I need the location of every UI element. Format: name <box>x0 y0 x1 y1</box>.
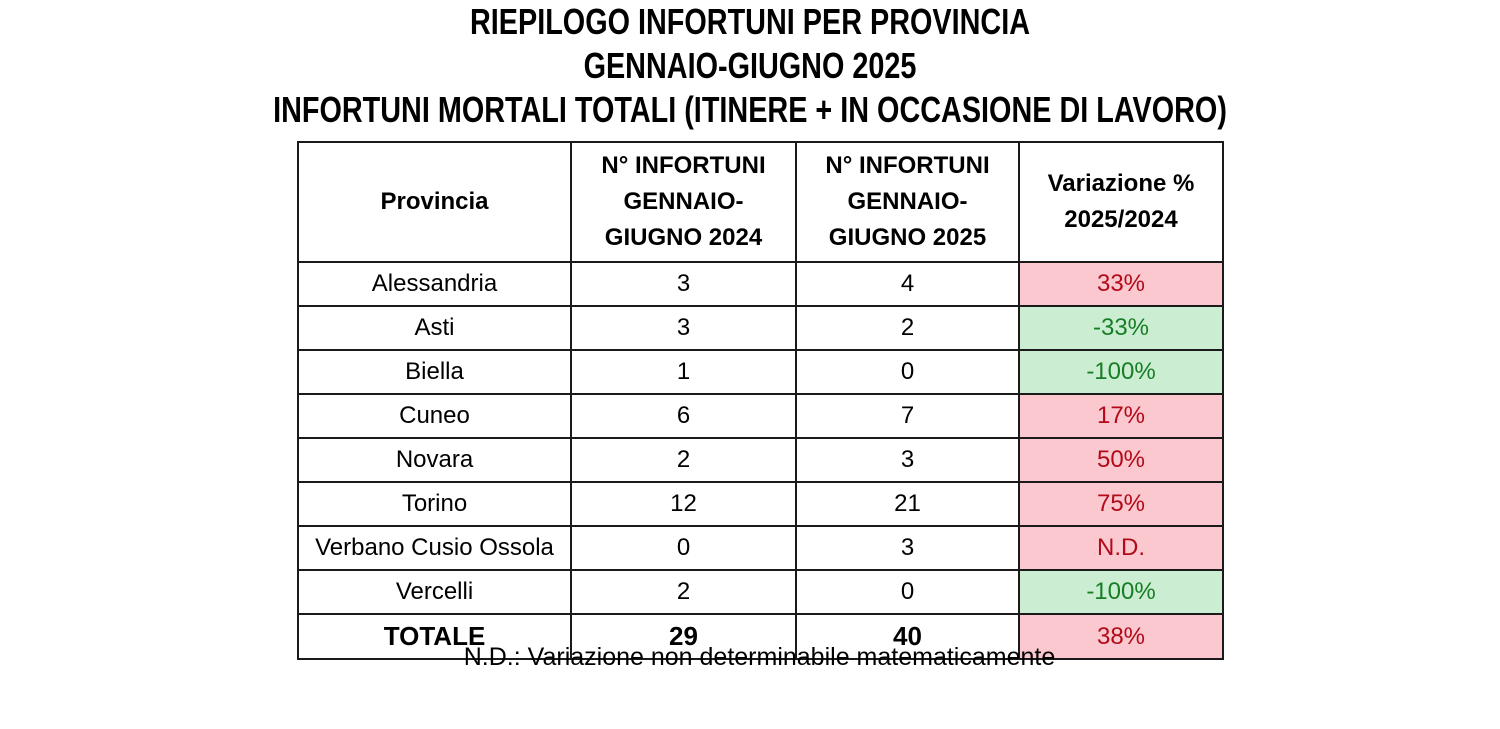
header-count-2025: N° INFORTUNI GENNAIO- GIUGNO 2025 <box>795 141 1020 263</box>
count-2025-cell: 2 <box>795 305 1020 351</box>
table-row: Torino 12 21 75% <box>297 481 1224 527</box>
table-header: Provincia N° INFORTUNI GENNAIO- GIUGNO 2… <box>297 141 1224 263</box>
table-row: Vercelli 2 0 -100% <box>297 569 1224 615</box>
variation-cell: -33% <box>1018 305 1224 351</box>
table-row: Cuneo 6 7 17% <box>297 393 1224 439</box>
count-2025-cell: 3 <box>795 525 1020 571</box>
count-2025-cell: 0 <box>795 569 1020 615</box>
provincia-cell: Torino <box>297 481 572 527</box>
count-2024-cell: 2 <box>570 437 797 483</box>
count-2025-cell: 21 <box>795 481 1020 527</box>
total-count-2025-cell: 40 <box>795 613 1020 660</box>
provincia-cell: Alessandria <box>297 261 572 307</box>
provincia-cell: Asti <box>297 305 572 351</box>
table-total-row: TOTALE 29 40 38% <box>297 613 1224 660</box>
variation-cell: -100% <box>1018 569 1224 615</box>
variation-cell: -100% <box>1018 349 1224 395</box>
provincia-cell: Cuneo <box>297 393 572 439</box>
count-2024-cell: 6 <box>570 393 797 439</box>
count-2024-cell: 12 <box>570 481 797 527</box>
table-row: Asti 3 2 -33% <box>297 305 1224 351</box>
count-2024-cell: 1 <box>570 349 797 395</box>
injuries-summary-table: Provincia N° INFORTUNI GENNAIO- GIUGNO 2… <box>297 141 1224 660</box>
table-row: Novara 2 3 50% <box>297 437 1224 483</box>
title-line-1: RIEPILOGO INFORTUNI PER PROVINCIA <box>469 1 1031 42</box>
count-2024-cell: 0 <box>570 525 797 571</box>
total-variation-cell: 38% <box>1018 613 1224 660</box>
variation-cell: 33% <box>1018 261 1224 307</box>
variation-cell: 17% <box>1018 393 1224 439</box>
count-2024-cell: 3 <box>570 261 797 307</box>
variation-cell: N.D. <box>1018 525 1224 571</box>
page-title: RIEPILOGO INFORTUNI PER PROVINCIA GENNAI… <box>0 0 1500 132</box>
provincia-cell: Verbano Cusio Ossola <box>297 525 572 571</box>
total-count-2024-cell: 29 <box>570 613 797 660</box>
variation-cell: 50% <box>1018 437 1224 483</box>
provincia-cell: Novara <box>297 437 572 483</box>
count-2025-cell: 3 <box>795 437 1020 483</box>
table-body: Alessandria 3 4 33% Asti 3 2 -33% Biella… <box>297 261 1224 660</box>
header-variazione: Variazione % 2025/2024 <box>1018 141 1224 263</box>
table-row: Alessandria 3 4 33% <box>297 261 1224 307</box>
header-provincia: Provincia <box>297 141 572 263</box>
header-row: Provincia N° INFORTUNI GENNAIO- GIUGNO 2… <box>297 141 1224 263</box>
count-2024-cell: 2 <box>570 569 797 615</box>
title-line-2: GENNAIO-GIUGNO 2025 <box>583 45 917 86</box>
title-line-3: INFORTUNI MORTALI TOTALI (ITINERE + IN O… <box>273 89 1227 130</box>
provincia-cell: Biella <box>297 349 572 395</box>
provincia-cell: Vercelli <box>297 569 572 615</box>
table-row: Verbano Cusio Ossola 0 3 N.D. <box>297 525 1224 571</box>
count-2025-cell: 7 <box>795 393 1020 439</box>
nd-footnote: N.D.: Variazione non determinabile matem… <box>463 643 1056 671</box>
header-count-2024: N° INFORTUNI GENNAIO- GIUGNO 2024 <box>570 141 797 263</box>
count-2025-cell: 0 <box>795 349 1020 395</box>
table-row: Biella 1 0 -100% <box>297 349 1224 395</box>
variation-cell: 75% <box>1018 481 1224 527</box>
total-label-cell: TOTALE <box>297 613 572 660</box>
count-2024-cell: 3 <box>570 305 797 351</box>
count-2025-cell: 4 <box>795 261 1020 307</box>
